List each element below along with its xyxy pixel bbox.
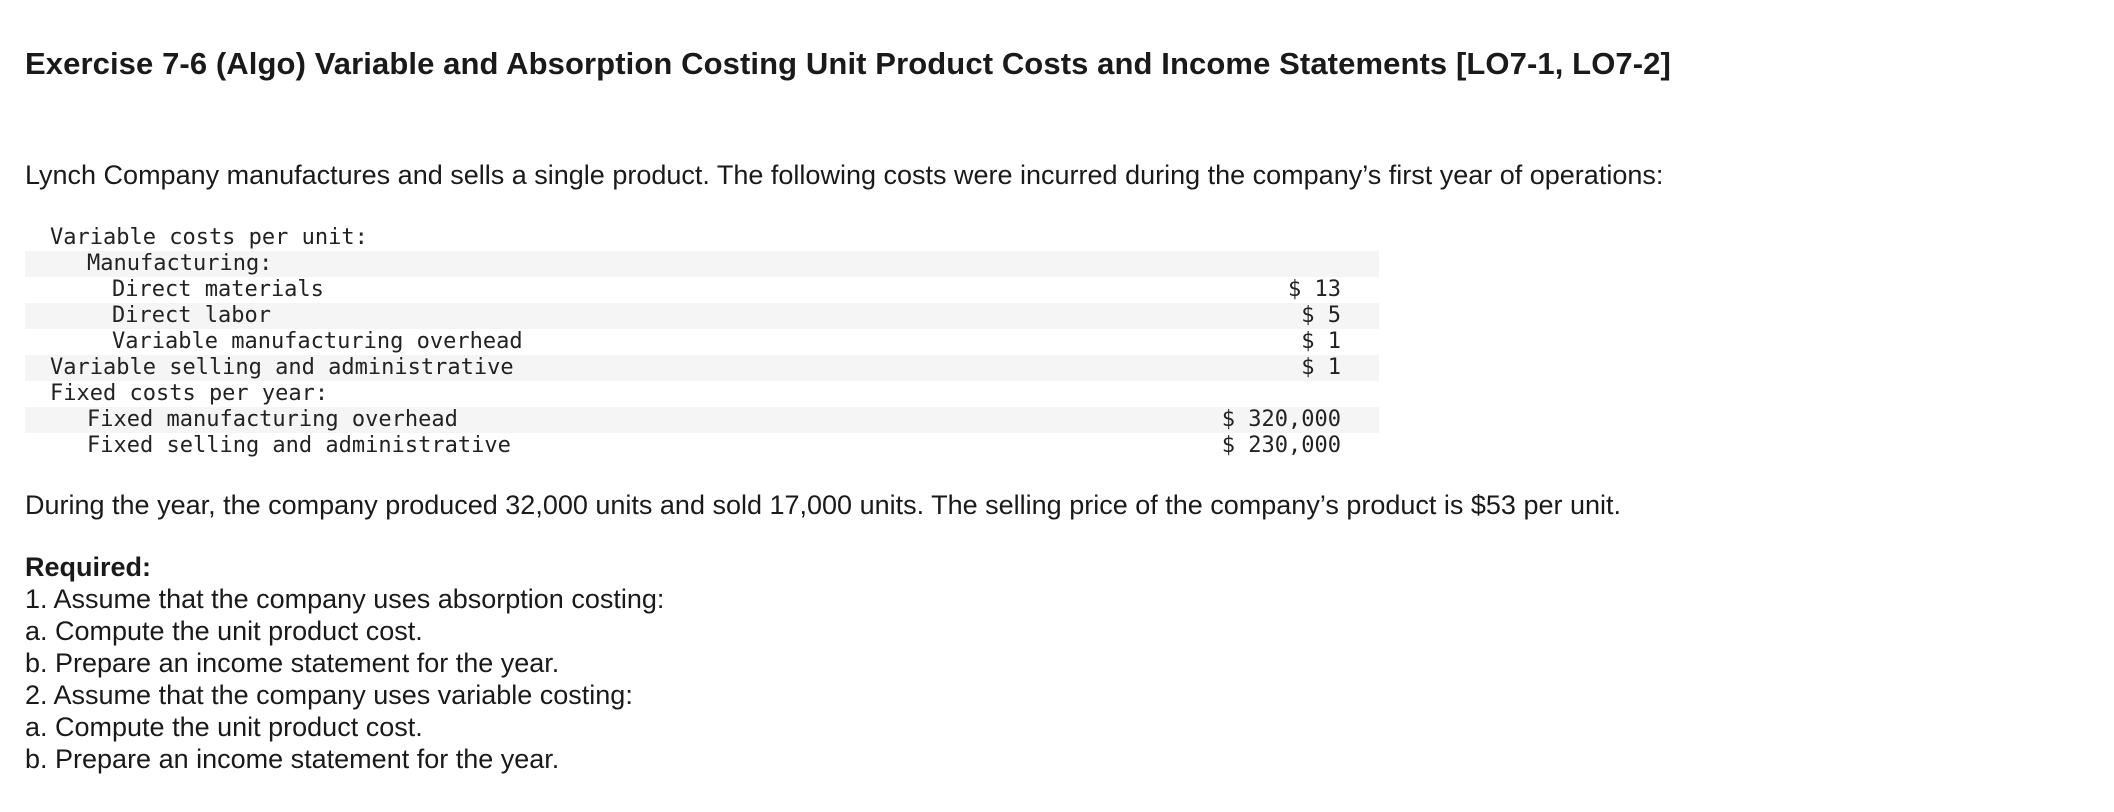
cost-label: Fixed selling and administrative xyxy=(87,433,511,458)
cost-label: Direct materials xyxy=(112,277,324,302)
cost-table: Variable costs per unit: Manufacturing: … xyxy=(25,225,1379,459)
required-item: 1. Assume that the company uses absorpti… xyxy=(25,584,665,614)
cost-row-manufacturing-header: Manufacturing: xyxy=(25,251,1379,277)
cost-label: Direct labor xyxy=(25,303,1081,329)
required-item: a. Compute the unit product cost. xyxy=(25,712,423,742)
cost-label: Manufacturing: xyxy=(25,251,1081,277)
cost-label: Variable selling and administrative xyxy=(25,355,1081,381)
required-item: b. Prepare an income statement for the y… xyxy=(25,744,560,774)
cost-row-variable-header: Variable costs per unit: xyxy=(25,225,1379,251)
cost-amount: $ 1 xyxy=(1081,355,1379,381)
cost-amount: $ 5 xyxy=(1081,303,1379,329)
cost-amount: $ 320,000 xyxy=(1081,407,1379,433)
cost-amount: $ 230,000 xyxy=(1221,433,1341,458)
intro-paragraph: Lynch Company manufactures and sells a s… xyxy=(25,160,1664,190)
required-heading: Required: xyxy=(25,552,152,582)
required-item: b. Prepare an income statement for the y… xyxy=(25,648,560,678)
cost-amount xyxy=(1081,251,1379,277)
required-item: 2. Assume that the company uses variable… xyxy=(25,680,633,710)
cost-row-fixed-mfg-overhead: Fixed manufacturing overhead $ 320,000 xyxy=(25,407,1379,433)
cost-amount xyxy=(1081,381,1379,407)
cost-label: Fixed manufacturing overhead xyxy=(25,407,1081,433)
cost-row-fixed-header: Fixed costs per year: xyxy=(25,381,1379,407)
exercise-title: Exercise 7-6 (Algo) Variable and Absorpt… xyxy=(25,46,1671,81)
cost-label: Variable costs per unit: xyxy=(50,225,368,250)
cost-label: Variable manufacturing overhead xyxy=(112,329,523,354)
cost-row-fixed-selling-admin: Fixed selling and administrative $ 230,0… xyxy=(25,433,1379,459)
required-item: a. Compute the unit product cost. xyxy=(25,616,423,646)
required-section: Required: 1. Assume that the company use… xyxy=(25,551,664,775)
production-paragraph: During the year, the company produced 32… xyxy=(25,490,1622,520)
cost-row-direct-materials: Direct materials $ 13 xyxy=(25,277,1379,303)
cost-amount: $ 13 xyxy=(1288,277,1341,302)
cost-row-variable-mfg-overhead: Variable manufacturing overhead $ 1 xyxy=(25,329,1379,355)
cost-label: Fixed costs per year: xyxy=(50,381,329,406)
cost-amount: $ 1 xyxy=(1301,329,1341,354)
cost-amount xyxy=(1081,225,1379,251)
cost-row-variable-selling-admin: Variable selling and administrative $ 1 xyxy=(25,355,1379,381)
cost-row-direct-labor: Direct labor $ 5 xyxy=(25,303,1379,329)
